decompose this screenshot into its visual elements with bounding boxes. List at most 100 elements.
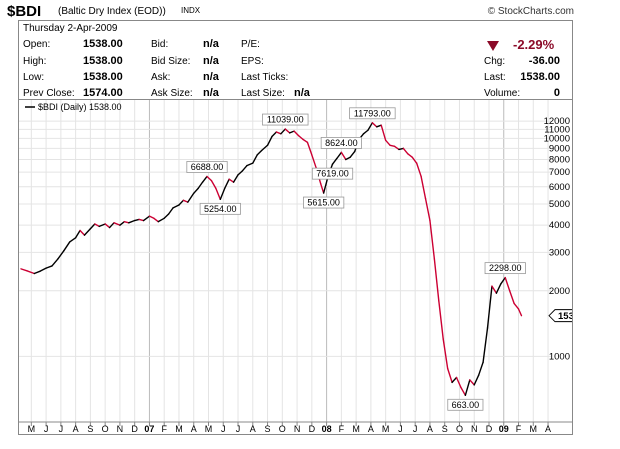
annotation-box <box>199 202 241 215</box>
annotation-label: 8624.00 <box>325 138 358 148</box>
price-line-segment <box>119 220 126 226</box>
annotation-box <box>303 196 345 209</box>
x-tick-label: N <box>117 424 124 434</box>
price-line-segment <box>500 276 506 285</box>
price-line-segment <box>469 379 475 386</box>
stockcharts-credit[interactable]: © StockCharts.com <box>487 6 574 17</box>
price-line-segment <box>138 218 145 222</box>
low-label: Low: <box>23 72 45 83</box>
last-size-value: n/a <box>294 87 310 99</box>
price-line-segment <box>302 138 309 143</box>
y-tick-label: 6000 <box>549 182 570 193</box>
ask-size-label: Ask Size: <box>151 88 193 99</box>
legend-label: $BDI (Daily) 1538.00 <box>38 102 122 112</box>
price-line-segment <box>271 131 278 138</box>
price-line-segment <box>148 215 155 220</box>
price-line-segment <box>256 149 263 156</box>
high-label: High: <box>23 56 47 67</box>
price-line-segment <box>297 134 304 141</box>
x-tick-label: M <box>175 424 183 434</box>
y-tick-label: 3000 <box>549 247 570 258</box>
x-tick-label: M <box>352 424 360 434</box>
price-line-segment <box>142 215 151 222</box>
x-tick-label: A <box>545 424 551 434</box>
price-line-segment <box>224 178 230 190</box>
eps-label: EPS: <box>241 56 264 67</box>
symbol-title: $BDI <box>7 3 42 20</box>
y-tick-label: 12000 <box>544 116 570 127</box>
price-line-segment <box>504 276 511 292</box>
price-line-segment <box>20 268 28 272</box>
price-line-segment <box>133 218 140 222</box>
price-line-segment <box>98 223 106 228</box>
price-line-segment <box>113 222 121 226</box>
x-tick-label: 07 <box>144 424 154 434</box>
price-line-segment <box>197 181 204 190</box>
price-line-segment <box>517 308 523 317</box>
price-line-segment <box>206 175 213 182</box>
annotation-label: 2298.00 <box>489 263 522 273</box>
price-line-segment <box>228 178 235 183</box>
open-value: 1538.00 <box>83 38 123 50</box>
x-tick-label: M <box>28 424 35 434</box>
price-line-segment <box>486 285 493 329</box>
x-tick-label: S <box>265 424 271 434</box>
x-tick-label: J <box>44 424 49 434</box>
chg-value: -36.00 <box>528 55 560 67</box>
y-tick-label: 10000 <box>544 133 570 144</box>
high-value: 1538.00 <box>83 55 123 67</box>
price-line-segment <box>79 229 86 236</box>
x-tick-label: S <box>442 424 448 434</box>
price-line-segment <box>464 379 471 396</box>
x-tick-label: A <box>250 424 256 434</box>
last-value: 1538.00 <box>520 71 560 83</box>
x-tick-label: M <box>530 424 538 434</box>
price-line-segment <box>371 122 378 128</box>
price-line-segment <box>51 258 59 267</box>
chg-label: Chg: <box>484 56 506 67</box>
last-size-label: Last Size: <box>241 88 285 99</box>
x-tick-label: J <box>236 424 241 434</box>
price-line-segment <box>311 154 317 169</box>
price-line-segment <box>280 128 286 135</box>
prev-close-value: 1574.00 <box>83 87 123 99</box>
price-line-segment <box>331 157 338 165</box>
price-line-segment <box>482 327 489 363</box>
price-line-segment <box>83 228 92 236</box>
price-line-segment <box>340 151 347 161</box>
price-line-segment <box>384 139 391 146</box>
price-line-segment <box>252 154 258 164</box>
x-tick-label: F <box>161 424 167 434</box>
price-line-segment <box>89 223 96 230</box>
x-tick-label: M <box>382 424 390 434</box>
y-tick-label: 9000 <box>549 143 570 154</box>
last-value-label: 1538.00 <box>558 311 572 322</box>
annotation-label: 11039.00 <box>267 115 304 125</box>
annotation-label: 663.00 <box>452 400 480 410</box>
prev-close-label: Prev Close: <box>23 88 75 99</box>
x-tick-label: F <box>516 424 522 434</box>
price-line-segment <box>398 147 405 151</box>
price-line-segment <box>26 270 35 275</box>
ask-value: n/a <box>203 71 219 83</box>
price-line-segment <box>163 213 170 220</box>
price-line-segment <box>438 300 444 340</box>
x-tick-label: A <box>427 424 433 434</box>
price-line-segment <box>402 147 409 155</box>
price-line-segment <box>193 187 199 194</box>
bid-label: Bid: <box>151 39 169 50</box>
last-ticks-label: Last Ticks: <box>241 72 289 83</box>
price-line-segment <box>293 130 300 137</box>
ask-size-value: n/a <box>203 87 219 99</box>
x-tick-label: A <box>73 424 79 434</box>
percent-change: -2.29% <box>513 37 555 52</box>
price-line-segment <box>172 204 180 209</box>
price-line-segment <box>275 131 282 135</box>
price-line-segment <box>241 164 248 172</box>
x-tick-label: O <box>102 424 109 434</box>
annotation-label: 5615.00 <box>307 198 340 208</box>
price-line-segment <box>260 144 269 152</box>
x-tick-label: J <box>221 424 226 434</box>
price-line-segment <box>393 145 400 151</box>
x-tick-label: M <box>205 424 213 434</box>
